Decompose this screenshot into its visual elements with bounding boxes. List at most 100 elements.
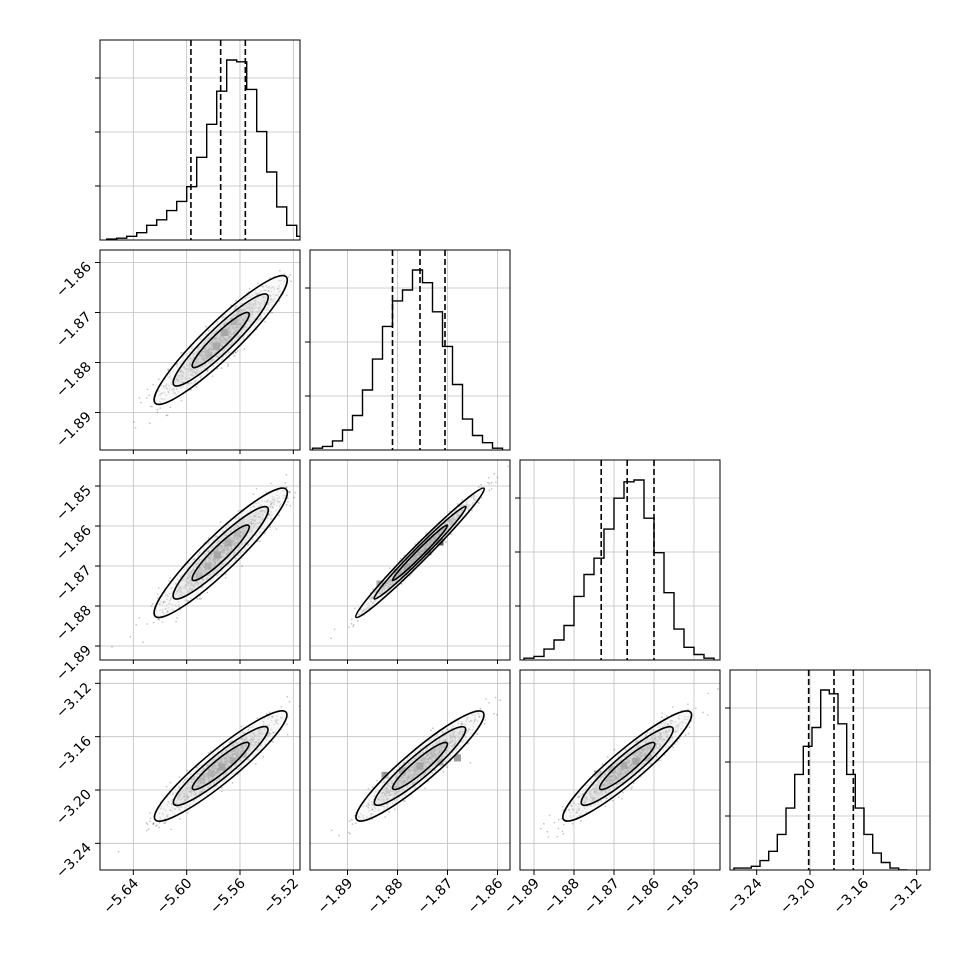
sample-point — [228, 330, 231, 333]
sample-point — [196, 361, 199, 364]
sample-point — [253, 317, 255, 319]
sample-point — [168, 592, 171, 595]
sample-point — [211, 375, 214, 378]
sample-point — [219, 544, 222, 547]
sample-point — [288, 490, 290, 493]
sample-point — [229, 344, 231, 346]
sample-point — [213, 564, 216, 567]
sample-point — [204, 553, 207, 555]
sample-point — [186, 368, 189, 370]
sample-point — [220, 553, 223, 556]
sample-point — [199, 571, 202, 573]
sample-point — [210, 333, 213, 336]
sample-point — [188, 570, 191, 573]
sample-point — [273, 503, 275, 506]
sample-point — [210, 555, 213, 558]
sample-point — [220, 336, 223, 339]
sample-point — [222, 550, 225, 552]
sample-point — [242, 309, 244, 312]
sample-point — [271, 501, 274, 504]
sample-point — [196, 553, 199, 556]
sample-point — [224, 548, 227, 551]
sample-point — [220, 549, 223, 552]
histogram-step — [523, 479, 715, 660]
sample-point — [245, 305, 248, 307]
sample-point — [176, 365, 178, 368]
sample-point — [222, 351, 225, 353]
sample-point — [205, 354, 207, 357]
sample-point — [229, 335, 232, 338]
sample-point — [189, 364, 192, 367]
sample-point — [212, 572, 214, 574]
sample-point — [196, 574, 199, 576]
sample-point — [265, 509, 268, 512]
density-frame — [99, 459, 301, 661]
sample-point — [180, 373, 183, 376]
sample-point — [240, 535, 242, 537]
sample-point — [208, 560, 210, 562]
sample-point — [239, 323, 241, 325]
sample-point — [159, 603, 162, 605]
sample-point — [305, 249, 307, 251]
sample-point — [224, 546, 227, 549]
sample-point — [199, 567, 201, 569]
sample-point — [195, 582, 198, 584]
sample-point — [200, 354, 203, 357]
sample-point — [239, 535, 242, 538]
sample-point — [184, 378, 187, 380]
sample-point — [253, 515, 256, 518]
sample-point — [163, 387, 166, 390]
sample-point — [217, 573, 220, 576]
sample-point — [221, 563, 223, 566]
sample-point — [162, 601, 165, 603]
sample-point — [220, 316, 223, 319]
sample-point — [225, 340, 227, 342]
sample-point — [186, 577, 189, 580]
sample-point — [198, 559, 201, 562]
sample-point — [164, 607, 167, 610]
sample-point — [209, 554, 212, 557]
sample-point — [244, 308, 247, 311]
sample-point — [251, 294, 254, 296]
sample-point — [233, 545, 236, 547]
sample-point — [260, 315, 263, 318]
sample-point — [202, 358, 205, 361]
sample-point — [255, 303, 257, 305]
sample-point — [244, 548, 246, 550]
sample-point — [272, 301, 275, 303]
sample-point — [209, 573, 212, 576]
sample-point — [178, 587, 181, 590]
sample-point — [254, 306, 257, 309]
sample-point — [192, 569, 194, 572]
sample-point — [207, 542, 210, 544]
sample-point — [230, 548, 233, 551]
sample-point — [249, 531, 252, 534]
sample-point — [220, 556, 223, 559]
sample-point — [233, 339, 236, 341]
sample-point — [194, 381, 197, 383]
sample-point — [219, 325, 222, 328]
sample-point — [225, 534, 227, 537]
sample-point — [211, 352, 214, 354]
sample-point — [231, 544, 234, 547]
sample-point — [183, 593, 186, 595]
sample-point — [268, 505, 271, 507]
sample-point — [194, 583, 196, 586]
sample-point — [245, 518, 248, 520]
sample-point — [223, 549, 226, 552]
sample-point — [167, 595, 169, 598]
sample-point — [238, 316, 241, 319]
sample-point — [176, 378, 178, 381]
sample-point — [251, 314, 254, 316]
sample-point — [226, 345, 229, 347]
sample-point — [237, 318, 240, 321]
sample-point — [222, 351, 225, 354]
sample-point — [271, 513, 273, 516]
sample-point — [223, 348, 226, 351]
sample-point — [232, 332, 235, 334]
sample-point — [146, 388, 149, 391]
sample-point — [208, 337, 211, 340]
sample-point — [236, 326, 239, 328]
sample-point — [201, 345, 204, 348]
sample-point — [189, 364, 192, 367]
